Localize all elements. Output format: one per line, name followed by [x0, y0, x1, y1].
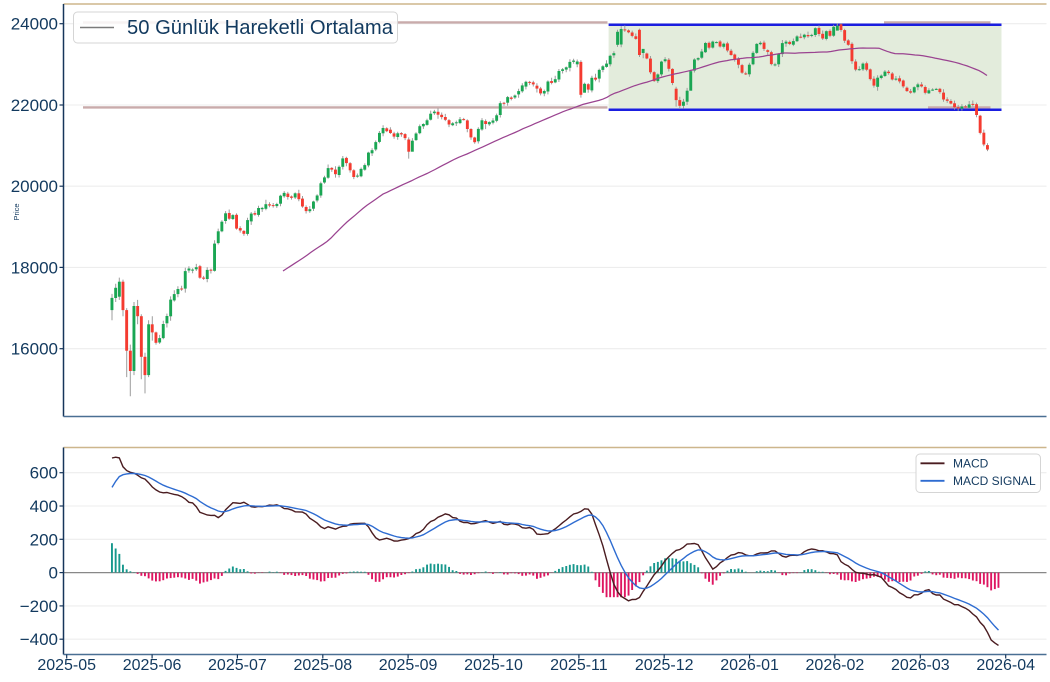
- svg-text:400: 400: [30, 497, 58, 516]
- svg-text:20000: 20000: [11, 177, 58, 196]
- svg-text:24000: 24000: [11, 15, 58, 34]
- svg-text:2026-02: 2026-02: [806, 657, 865, 674]
- svg-text:2025-10: 2025-10: [464, 657, 523, 674]
- svg-text:200: 200: [30, 530, 58, 549]
- svg-text:0: 0: [49, 564, 58, 583]
- svg-text:22000: 22000: [11, 96, 58, 115]
- svg-text:−400: −400: [20, 630, 58, 649]
- svg-text:2025-09: 2025-09: [379, 657, 438, 674]
- svg-text:50 Günlük Hareketli Ortalama: 50 Günlük Hareketli Ortalama: [127, 17, 394, 39]
- svg-text:MACD: MACD: [953, 457, 989, 471]
- svg-text:600: 600: [30, 464, 58, 483]
- svg-text:Price: Price: [12, 203, 21, 220]
- svg-text:2025-05: 2025-05: [37, 657, 96, 674]
- svg-text:2026-04: 2026-04: [976, 657, 1035, 674]
- svg-text:−200: −200: [20, 597, 58, 616]
- svg-text:2025-12: 2025-12: [635, 657, 694, 674]
- svg-text:2026-03: 2026-03: [891, 657, 950, 674]
- svg-text:2025-08: 2025-08: [293, 657, 352, 674]
- svg-text:2025-06: 2025-06: [123, 657, 182, 674]
- svg-text:2025-07: 2025-07: [208, 657, 267, 674]
- svg-text:MACD SIGNAL: MACD SIGNAL: [953, 474, 1036, 488]
- svg-text:18000: 18000: [11, 258, 58, 277]
- svg-text:2026-01: 2026-01: [720, 657, 779, 674]
- svg-text:2025-11: 2025-11: [550, 657, 608, 674]
- svg-text:16000: 16000: [11, 340, 58, 359]
